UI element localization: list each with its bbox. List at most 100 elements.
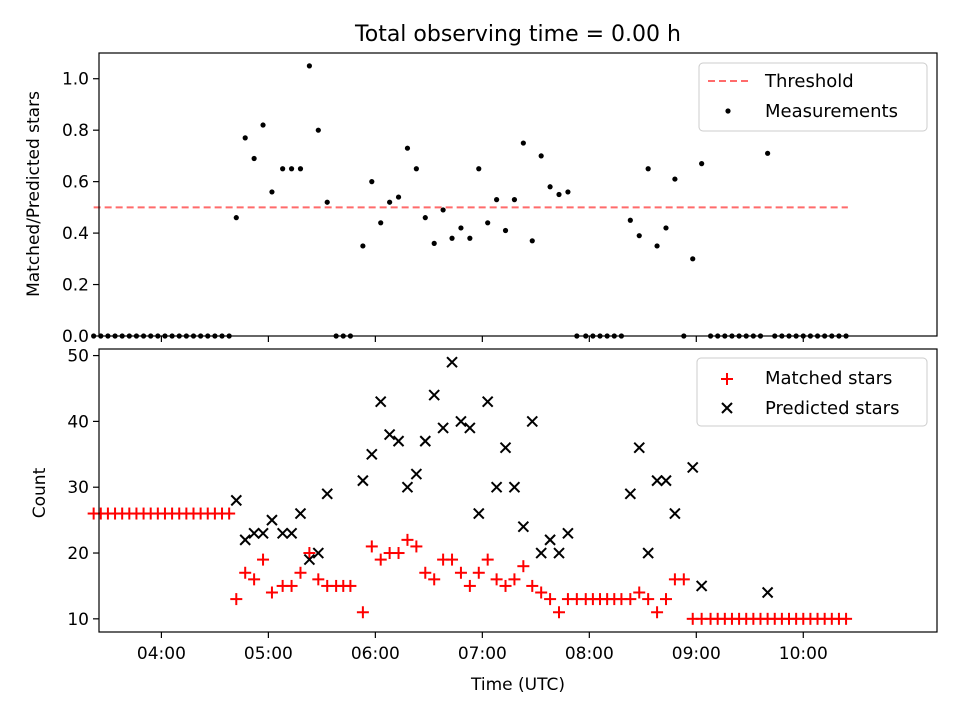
measurement-point <box>387 199 393 205</box>
predicted-stars-point <box>239 534 251 546</box>
matched-stars-point <box>624 593 637 606</box>
matched-stars-point <box>410 540 423 553</box>
ratio-panel: 0.0 0.2 0.4 0.6 0.8 1.0 Matched/Predicted sta… <box>24 52 938 347</box>
predicted-stars-point <box>651 474 663 487</box>
measurement-point <box>765 150 771 156</box>
predicted-stars-point <box>473 507 485 520</box>
count-legend-box <box>696 357 928 427</box>
measurement-point <box>699 161 705 167</box>
measurement-point <box>467 235 473 241</box>
count-y-tick-label: 30 <box>67 478 89 498</box>
matched-stars-point <box>446 553 459 566</box>
predicted-stars-point <box>230 494 242 507</box>
measurement-point <box>672 176 678 182</box>
legend-matched-label: Matched stars <box>765 368 892 389</box>
measurement-point <box>663 225 669 231</box>
count-legend: Matched stars Predicted stars <box>696 357 928 427</box>
predicted-stars-point <box>761 586 774 599</box>
measurement-point <box>288 166 295 172</box>
count-x-axis-label: Time (UTC) <box>470 675 565 695</box>
predicted-stars-point <box>660 474 672 487</box>
matched-stars-point <box>633 586 646 599</box>
matched-stars-point <box>374 553 387 566</box>
predicted-stars-point <box>526 415 538 428</box>
measurement-point <box>538 153 544 159</box>
predicted-stars-point <box>357 474 369 487</box>
predicted-stars-point <box>446 356 458 368</box>
measurement-point <box>502 227 509 234</box>
matched-stars-point <box>419 566 432 579</box>
ratio-y-tick-label: 0.4 <box>62 224 89 244</box>
measurement-point <box>565 189 571 195</box>
measurement-point <box>315 127 321 133</box>
matched-stars-point <box>392 547 405 560</box>
matched-stars-point <box>248 573 261 586</box>
ratio-legend-box <box>698 62 928 132</box>
measurement-point <box>636 233 642 239</box>
measurement-point <box>485 220 491 226</box>
matched-stars-point <box>303 547 316 560</box>
predicted-stars-point <box>481 395 494 408</box>
measurement-point <box>324 199 330 205</box>
measurement-point <box>645 166 651 172</box>
predicted-stars-point <box>303 553 316 566</box>
legend-measurements-label: Measurements <box>765 101 898 122</box>
predicted-stars-point <box>257 527 269 539</box>
measurement-point <box>627 217 633 223</box>
measurement-point <box>242 135 248 141</box>
measurement-point <box>440 207 446 213</box>
count-plot-frame <box>98 348 938 633</box>
measurement-point <box>431 240 437 246</box>
matched-stars-point <box>239 566 252 579</box>
count-x-tick-label: 05:00 <box>244 644 293 664</box>
measurement-point <box>547 184 553 190</box>
count-y-tick-label: 40 <box>67 412 89 432</box>
matched-stars-point <box>499 579 512 592</box>
count-x-tick-label: 08:00 <box>565 644 614 664</box>
predicted-stars-point <box>383 428 396 441</box>
predicted-stars-point <box>508 481 521 493</box>
measurement-point <box>269 189 275 195</box>
count-x-axis: 04:00 05:00 06:00 07:00 08:00 09:00 10:00 <box>137 632 828 664</box>
ratio-y-tick-label: 0.0 <box>62 327 89 347</box>
predicted-stars-point <box>248 527 260 539</box>
legend-matched-swatch <box>721 373 733 385</box>
matched-stars-point <box>642 593 655 606</box>
measurement-point <box>297 166 304 172</box>
predicted-stars-point <box>294 507 307 520</box>
count-y-tick-label: 20 <box>67 544 89 564</box>
predicted-stars-point <box>499 442 512 454</box>
matched-stars-point <box>508 573 521 586</box>
measurement-point <box>654 243 660 249</box>
count-y-tick-label: 50 <box>67 347 89 367</box>
matched-stars-point <box>677 573 690 586</box>
legend-measurements-swatch <box>725 108 731 114</box>
predicted-stars-point <box>312 547 325 559</box>
predicted-stars-point <box>535 547 547 559</box>
matched-stars-point <box>428 573 441 586</box>
predicted-stars-point <box>455 415 467 428</box>
measurement-point <box>280 166 286 172</box>
count-x-tick-label: 06:00 <box>351 644 400 664</box>
predicted-stars-point <box>562 527 574 539</box>
matched-stars-point <box>265 586 278 599</box>
matched-stars-point <box>463 579 476 592</box>
predicted-stars-point <box>669 507 681 520</box>
matched-stars-point <box>472 566 485 579</box>
predicted-stars-point <box>695 580 708 592</box>
legend-predicted-swatch <box>721 402 733 414</box>
ratio-y-tick-label: 1.0 <box>62 70 89 90</box>
count-y-axis: 10 20 30 40 50 <box>67 347 99 630</box>
measurement-point <box>233 215 239 221</box>
predicted-stars-point <box>464 422 476 434</box>
measurement-point <box>378 220 384 226</box>
matched-stars-point <box>223 507 236 520</box>
matched-stars-point <box>356 606 369 619</box>
matched-stars-point <box>659 593 672 606</box>
predicted-stars-point <box>410 468 423 480</box>
measurement-point <box>476 166 482 172</box>
measurement-point <box>306 63 312 69</box>
ratio-y-tick-label: 0.2 <box>62 276 89 296</box>
measurement-point <box>529 238 535 244</box>
